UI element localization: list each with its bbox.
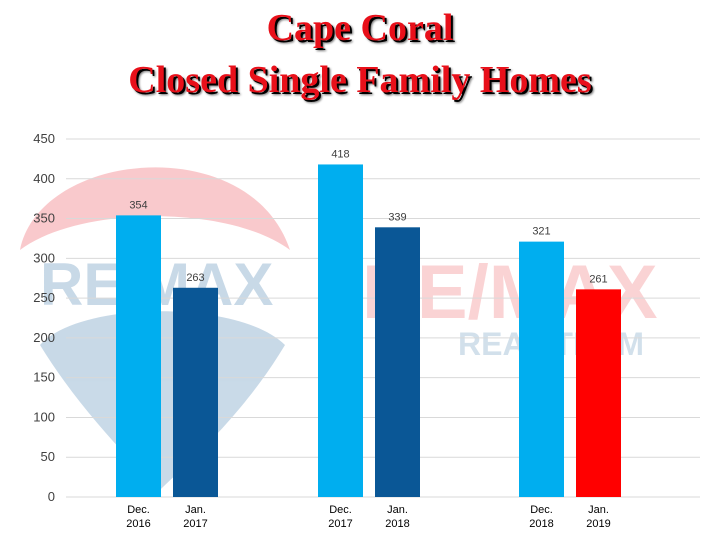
x-tick-label: Jan. xyxy=(387,504,408,516)
x-tick-label: Jan. xyxy=(185,504,206,516)
x-tick-label: Dec. xyxy=(530,504,553,516)
data-label: 354 xyxy=(129,199,147,211)
balloon-top-shape xyxy=(20,167,290,250)
x-tick-label: 2017 xyxy=(328,518,352,530)
y-tick-label: 350 xyxy=(33,211,55,226)
x-tick-label: Dec. xyxy=(329,504,352,516)
bar xyxy=(116,215,161,497)
bar xyxy=(318,164,363,498)
data-label: 321 xyxy=(532,226,550,238)
x-tick-label: 2018 xyxy=(385,518,409,530)
x-tick-label: 2016 xyxy=(126,518,150,530)
y-tick-label: 100 xyxy=(33,409,55,424)
bar xyxy=(375,227,420,497)
data-label: 261 xyxy=(589,273,607,285)
data-label: 339 xyxy=(388,211,406,223)
chart-title-line-2: Closed Single Family Homes xyxy=(128,59,592,101)
bar xyxy=(576,289,621,497)
bar xyxy=(519,241,564,497)
x-tick-label: 2018 xyxy=(529,518,553,530)
y-tick-label: 50 xyxy=(41,449,55,464)
y-tick-label: 300 xyxy=(33,250,55,265)
y-tick-label: 200 xyxy=(33,330,55,345)
x-tick-label: 2017 xyxy=(183,518,207,530)
x-tick-label: Jan. xyxy=(588,504,609,516)
y-tick-label: 400 xyxy=(33,171,55,186)
x-tick-label: 2019 xyxy=(586,518,610,530)
y-tick-label: 0 xyxy=(48,489,55,504)
y-tick-label: 250 xyxy=(33,290,55,305)
bar xyxy=(173,287,218,497)
y-tick-label: 450 xyxy=(33,131,55,146)
data-label: 418 xyxy=(331,148,349,160)
chart-title-line-1: Cape Coral xyxy=(266,7,454,49)
x-tick-label: Dec. xyxy=(127,504,150,516)
y-tick-label: 150 xyxy=(33,370,55,385)
data-label: 263 xyxy=(186,272,204,284)
balloon-bottom-shape xyxy=(40,311,285,490)
